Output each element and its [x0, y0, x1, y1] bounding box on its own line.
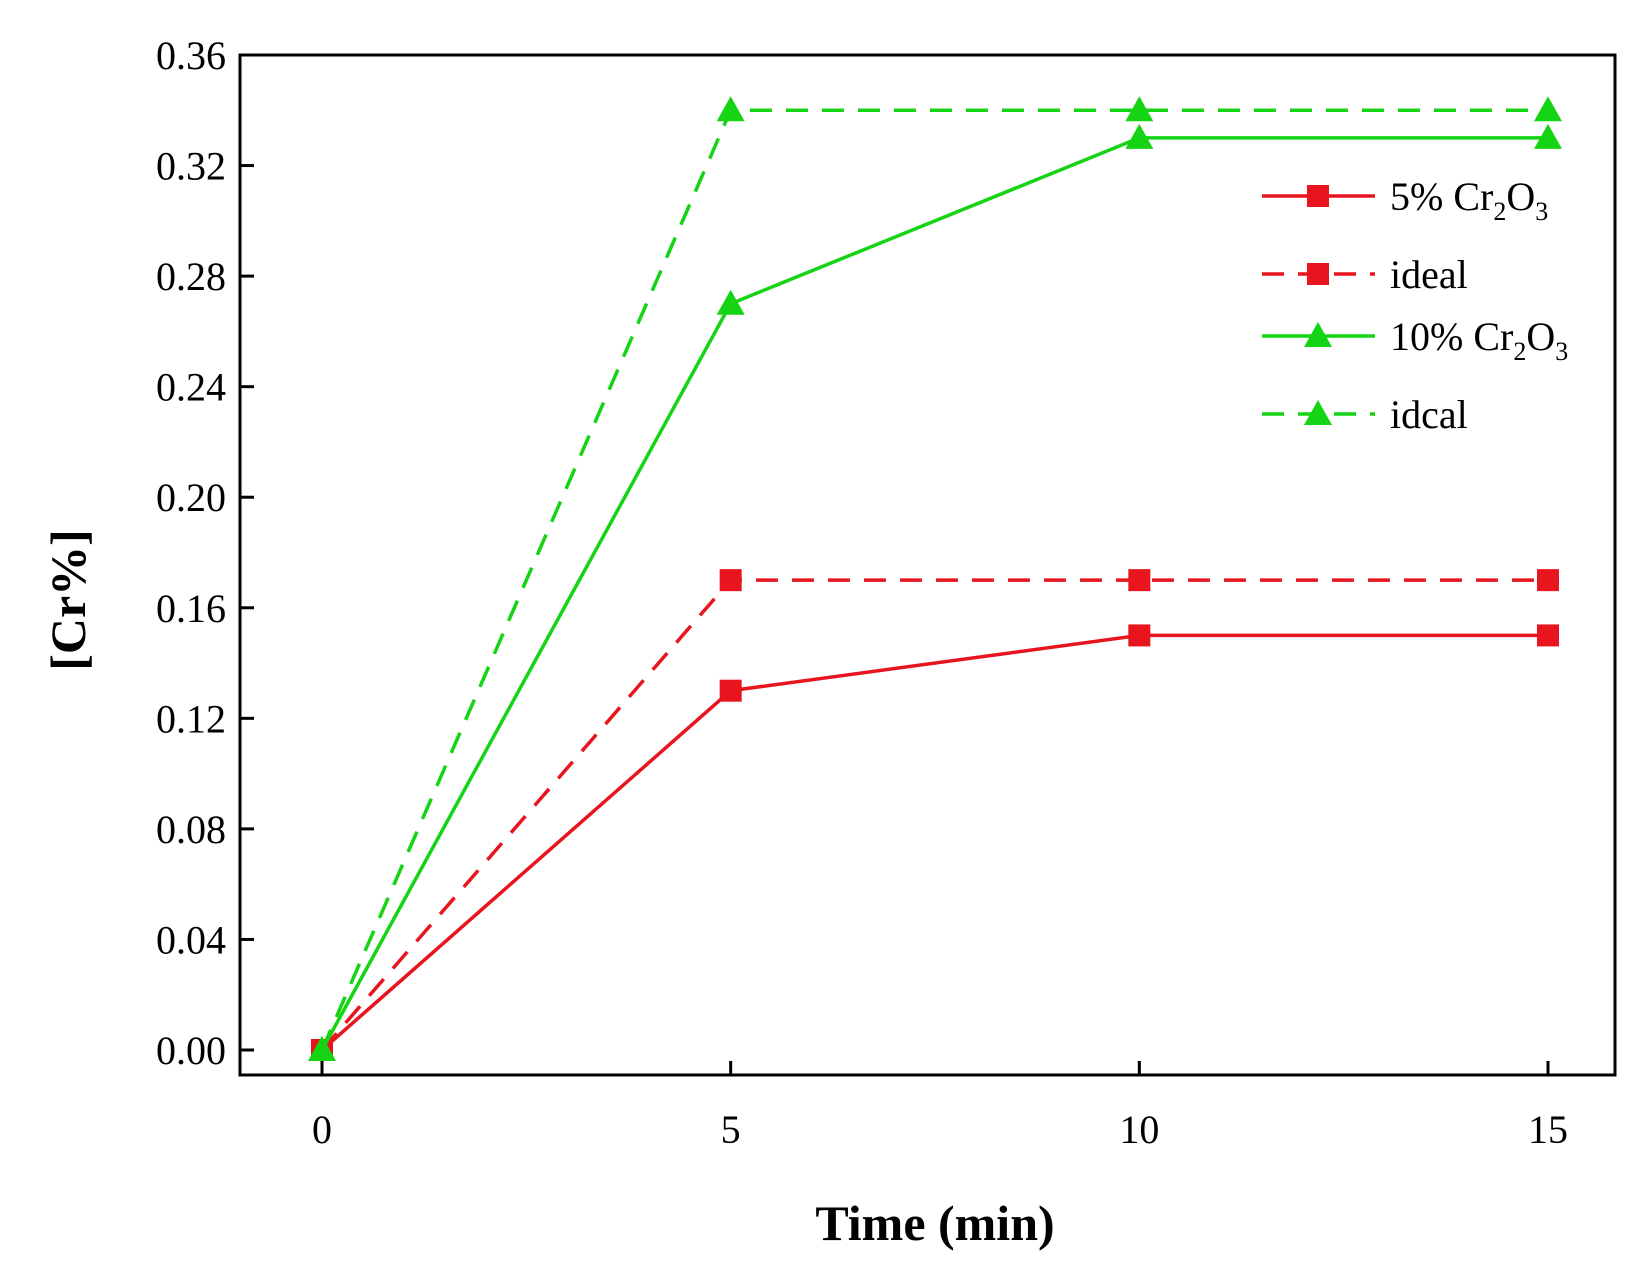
series-line: [320, 578, 1548, 1052]
data-point: [1125, 123, 1154, 149]
data-point: [308, 1036, 336, 1061]
y-tick-label: 0.16: [156, 586, 226, 631]
x-axis: 0 5 10 15: [312, 1061, 1568, 1152]
data-point: [1128, 624, 1151, 647]
legend-label: ideal: [1390, 252, 1468, 297]
y-axis-title: [Cr%]: [40, 529, 96, 671]
x-tick-label: 5: [721, 1107, 741, 1152]
series-line: [320, 633, 1548, 1052]
series-0: [311, 624, 1559, 1061]
legend-label: idcal: [1390, 392, 1468, 437]
data-point: [1537, 624, 1559, 647]
data-point: [1534, 96, 1562, 122]
legend-item: ideal: [1262, 252, 1468, 297]
y-tick-label: 0.32: [156, 144, 226, 189]
legend-marker: [1304, 400, 1332, 425]
series-layer: [308, 96, 1562, 1061]
series-line: [320, 108, 1548, 1051]
data-point: [1537, 569, 1559, 592]
data-point: [1128, 569, 1151, 592]
data-point: [1534, 123, 1562, 149]
series-line: [320, 136, 1548, 1051]
data-point: [719, 569, 742, 592]
y-tick-label: 0.24: [156, 365, 226, 410]
data-point: [1125, 96, 1154, 122]
data-point: [719, 679, 742, 702]
y-tick-label: 0.28: [156, 254, 226, 299]
x-axis-title: Time (min): [815, 1195, 1054, 1251]
plot-frame: [238, 53, 1617, 1077]
y-tick-label: 0.20: [156, 475, 226, 520]
legend-marker: [1307, 185, 1329, 207]
legend-marker: [1304, 322, 1332, 347]
y-tick-label: 0.08: [156, 807, 226, 852]
y-tick-label: 0.04: [156, 917, 226, 962]
y-tick-label: 0.00: [156, 1028, 226, 1073]
data-point: [716, 96, 745, 122]
legend-label: 5% Cr2O3: [1390, 174, 1548, 226]
legend-label: 10% Cr2O3: [1390, 314, 1568, 366]
series-3: [308, 96, 1562, 1061]
legend-item: 10% Cr2O3: [1262, 314, 1568, 366]
x-tick-label: 10: [1119, 1107, 1159, 1152]
legend-item: 5% Cr2O3: [1262, 174, 1548, 226]
y-tick-label: 0.36: [156, 33, 226, 78]
y-axis: 0.00 0.04 0.08 0.12 0.16 0.20 0.24 0.28 0.32 0.36: [156, 33, 254, 1073]
x-tick-label: 15: [1528, 1107, 1568, 1152]
legend-marker: [1307, 263, 1329, 285]
data-point: [716, 289, 745, 315]
series-2: [308, 123, 1562, 1061]
legend-item: idcal: [1262, 392, 1468, 437]
x-tick-label: 0: [312, 1107, 332, 1152]
y-tick-label: 0.12: [156, 696, 226, 741]
legend: 5% Cr2O3 ideal 10% Cr2O3 idcal: [1262, 174, 1568, 437]
